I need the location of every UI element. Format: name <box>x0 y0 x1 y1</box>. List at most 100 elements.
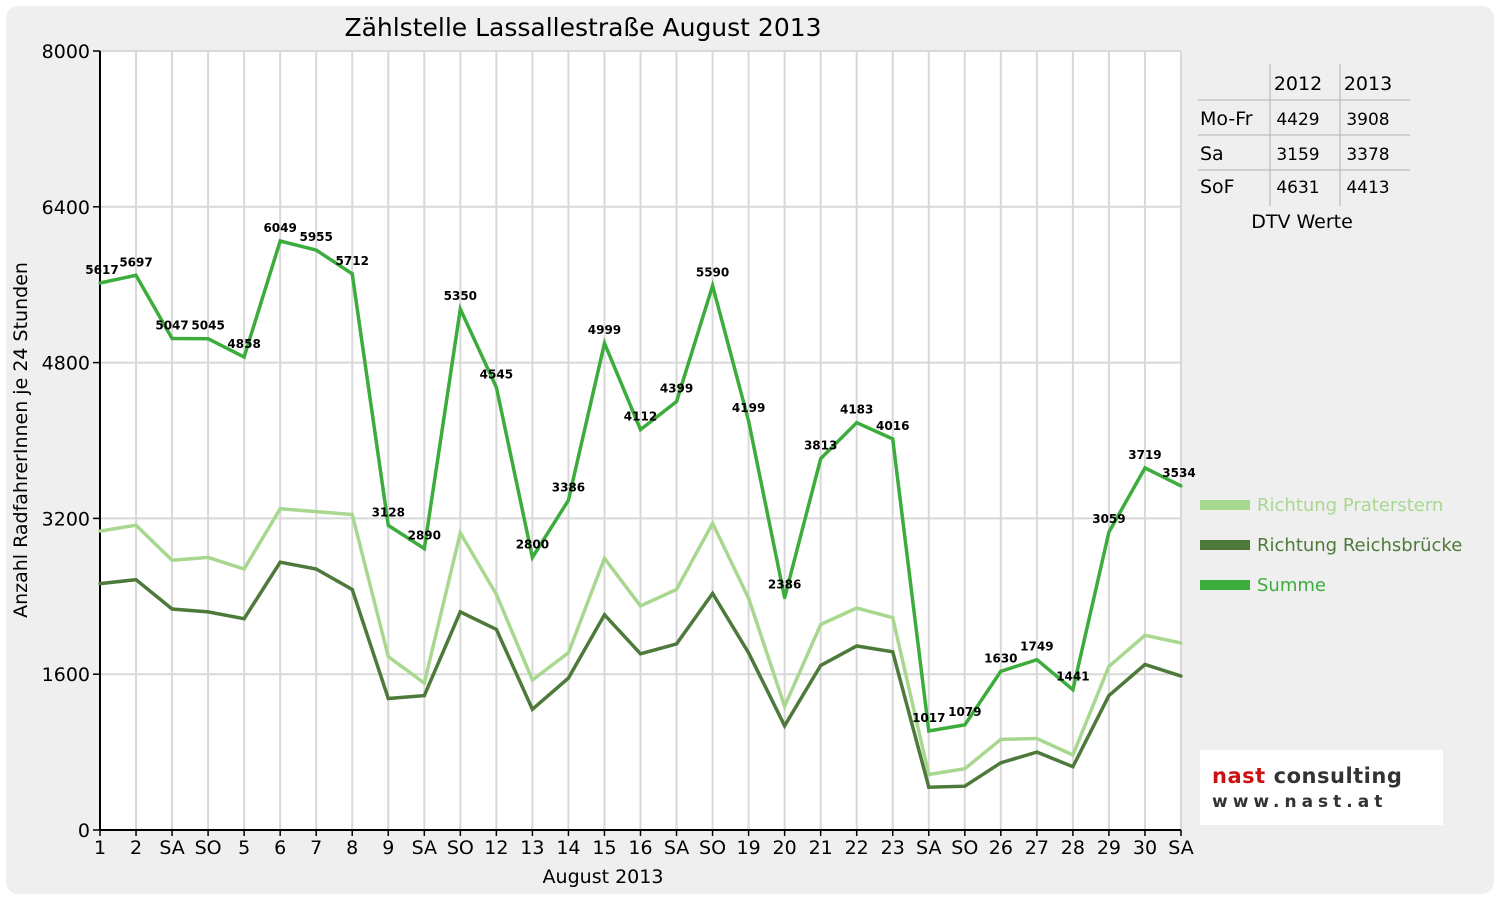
data-point <box>891 437 895 441</box>
data-point <box>530 707 535 711</box>
x-tick-label: SA <box>664 837 689 859</box>
data-point <box>963 767 967 771</box>
data-point <box>170 607 174 611</box>
data-point <box>1107 530 1111 534</box>
data-label: 2890 <box>408 529 441 543</box>
data-point <box>422 694 426 698</box>
data-point <box>242 567 246 571</box>
data-label: 4399 <box>660 382 693 396</box>
x-tick-label: 21 <box>809 837 833 859</box>
x-tick-label: 22 <box>845 837 869 859</box>
legend-label-praterstern: Richtung Praterstern <box>1257 495 1443 516</box>
dtv-cell: 3159 <box>1276 145 1319 165</box>
data-point <box>386 655 390 659</box>
x-tick-label: 20 <box>773 837 797 859</box>
logo-box <box>1200 750 1443 825</box>
data-label: 1630 <box>984 651 1017 665</box>
data-point <box>1107 694 1111 698</box>
x-tick-label: 30 <box>1133 837 1157 859</box>
x-tick-label: 19 <box>737 837 761 859</box>
legend-swatch-reichsbruecke <box>1200 540 1250 550</box>
logo-url: www.nast.at <box>1212 792 1387 812</box>
data-label: 5697 <box>119 255 152 269</box>
x-tick-label: SA <box>1168 837 1193 859</box>
data-label: 3128 <box>372 505 405 519</box>
x-tick-label: SO <box>951 837 978 859</box>
y-tick-label: 3200 <box>42 508 90 530</box>
data-point <box>1071 765 1075 769</box>
data-point <box>98 529 102 533</box>
data-point <box>350 512 354 517</box>
data-point <box>855 644 859 648</box>
y-axis-label: Anzahl RadfahrerInnen je 24 Stunden <box>10 262 32 618</box>
dtv-cell: 4429 <box>1276 110 1319 130</box>
x-tick-label: 6 <box>274 837 286 859</box>
dtv-cell: 4631 <box>1276 178 1319 198</box>
data-point <box>891 616 895 620</box>
data-point <box>1035 736 1039 741</box>
data-label: 6049 <box>263 221 296 235</box>
data-point <box>494 385 498 390</box>
logo-brand-b: consulting <box>1274 764 1403 788</box>
data-label: 4999 <box>588 323 621 337</box>
x-tick-label: 9 <box>382 837 394 859</box>
x-tick-label: 14 <box>556 837 580 859</box>
dtv-row-label: Sa <box>1200 143 1224 165</box>
x-tick-label: SA <box>412 837 437 859</box>
data-point <box>458 531 462 535</box>
data-label: 1079 <box>948 705 981 719</box>
data-point <box>674 642 679 646</box>
data-point <box>314 509 318 514</box>
dtv-row-label: Mo-Fr <box>1200 108 1253 130</box>
data-point <box>386 696 390 701</box>
y-tick-label: 1600 <box>42 664 90 686</box>
data-point <box>566 498 571 502</box>
data-point <box>1143 466 1147 470</box>
x-tick-label: SA <box>916 837 941 859</box>
data-point <box>710 591 715 595</box>
data-point <box>891 650 895 654</box>
x-tick-label: SO <box>699 837 726 859</box>
data-point <box>134 273 138 277</box>
data-point <box>458 307 462 311</box>
x-tick-label: 27 <box>1025 837 1049 859</box>
data-point <box>783 704 787 708</box>
data-point <box>674 400 679 404</box>
data-point <box>963 723 967 727</box>
data-label: 3534 <box>1162 466 1195 480</box>
data-point <box>98 281 102 285</box>
data-point <box>963 784 967 788</box>
data-point <box>170 558 174 562</box>
data-point <box>999 669 1003 673</box>
data-point <box>278 239 282 243</box>
data-point <box>999 737 1003 742</box>
data-label: 3059 <box>1092 512 1125 526</box>
data-label: 5590 <box>696 266 729 280</box>
x-tick-label: 5 <box>238 837 250 859</box>
data-point <box>386 523 390 528</box>
data-point <box>783 596 787 600</box>
data-point <box>278 560 282 564</box>
data-point <box>1179 484 1183 488</box>
legend-swatch-praterstern <box>1200 500 1250 510</box>
legend-label-reichsbruecke: Richtung Reichsbrücke <box>1257 535 1462 556</box>
data-point <box>566 651 571 655</box>
data-label: 5712 <box>336 254 369 268</box>
data-point <box>783 724 787 728</box>
data-point <box>819 457 823 461</box>
data-point <box>747 596 751 600</box>
data-point <box>819 622 823 627</box>
data-label: 1749 <box>1020 640 1053 654</box>
data-point <box>999 761 1003 765</box>
data-point <box>602 341 607 345</box>
x-tick-label: SO <box>447 837 474 859</box>
data-label: 4858 <box>227 337 260 351</box>
data-label: 5617 <box>85 263 118 277</box>
data-point <box>710 284 715 288</box>
legend-label-summe: Summe <box>1257 575 1326 596</box>
data-point <box>1071 753 1075 757</box>
data-point <box>855 606 859 610</box>
x-tick-label: SA <box>159 837 184 859</box>
